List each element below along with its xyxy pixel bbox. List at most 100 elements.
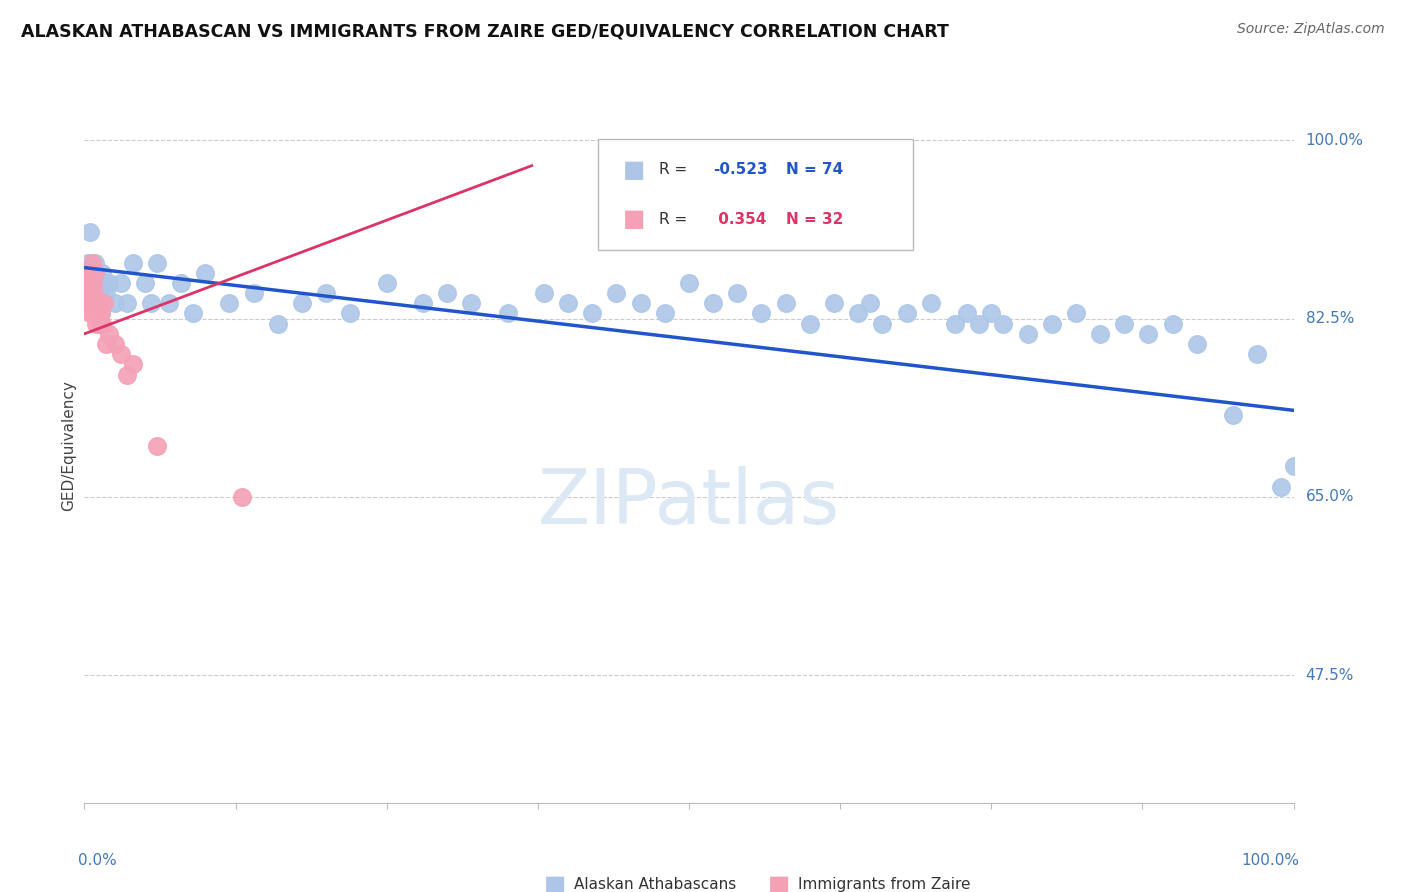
Point (1040, 317, 1063, 331)
Text: -0.523: -0.523 (713, 162, 768, 178)
Point (83, 286, 105, 301)
Point (859, 296, 882, 310)
Text: R =: R = (658, 211, 692, 227)
Point (1064, 306, 1087, 320)
Point (436, 286, 458, 301)
Point (139, 296, 162, 310)
Point (1017, 326, 1039, 341)
Point (630, 296, 652, 310)
Point (87, 296, 110, 310)
Point (121, 358, 143, 372)
Point (920, 296, 942, 310)
Point (86, 266, 108, 280)
Point (872, 317, 894, 331)
Point (80, 255, 103, 269)
Text: 0.0%: 0.0% (79, 853, 117, 868)
Text: ■: ■ (768, 873, 790, 892)
Point (291, 296, 314, 310)
Point (93, 276, 115, 290)
Point (218, 296, 240, 310)
Point (581, 306, 603, 320)
Point (83, 296, 105, 310)
Point (1246, 347, 1268, 361)
Point (82, 276, 104, 290)
Point (84, 255, 107, 269)
Text: N = 32: N = 32 (786, 211, 844, 227)
Point (980, 306, 1002, 320)
Text: 47.5%: 47.5% (1306, 668, 1354, 683)
Point (412, 296, 434, 310)
Point (91, 317, 114, 331)
Point (702, 296, 724, 310)
Point (375, 276, 398, 290)
Point (242, 286, 264, 301)
Point (846, 306, 869, 320)
Point (77, 266, 100, 280)
Point (557, 296, 579, 310)
Point (146, 255, 169, 269)
Point (533, 286, 555, 301)
Point (82, 306, 104, 320)
Text: N = 74: N = 74 (786, 162, 844, 178)
Point (79, 286, 101, 301)
Point (90, 306, 112, 320)
Text: 65.0%: 65.0% (1306, 490, 1354, 505)
Point (896, 306, 918, 320)
Point (110, 347, 132, 361)
Point (1270, 480, 1292, 494)
Point (104, 337, 127, 351)
Point (89, 286, 111, 301)
Point (1185, 337, 1208, 351)
Point (678, 276, 700, 290)
Point (496, 306, 519, 320)
Point (77, 286, 100, 301)
Text: ■: ■ (544, 873, 567, 892)
Text: 0.354: 0.354 (713, 211, 766, 227)
Text: ALASKAN ATHABASCAN VS IMMIGRANTS FROM ZAIRE GED/EQUIVALENCY CORRELATION CHART: ALASKAN ATHABASCAN VS IMMIGRANTS FROM ZA… (21, 22, 949, 40)
Text: Immigrants from Zaire: Immigrants from Zaire (797, 878, 970, 892)
Point (84, 306, 107, 320)
Point (87, 276, 110, 290)
Point (90, 306, 112, 320)
Point (77, 266, 100, 280)
Point (725, 286, 748, 301)
Point (170, 276, 193, 290)
Point (86, 296, 108, 310)
Point (654, 306, 676, 320)
Text: Source: ZipAtlas.com: Source: ZipAtlas.com (1237, 22, 1385, 37)
Point (460, 296, 482, 310)
Text: 100.0%: 100.0% (1306, 133, 1364, 148)
Point (77, 296, 100, 310)
Text: ■: ■ (623, 207, 645, 231)
Point (91, 266, 114, 280)
Point (943, 317, 966, 331)
Point (82, 276, 104, 290)
Point (121, 255, 143, 269)
Point (115, 296, 138, 310)
Point (97, 326, 120, 341)
Point (751, 306, 773, 320)
Point (83, 286, 105, 301)
Point (967, 317, 990, 331)
Point (80, 296, 103, 310)
Point (115, 368, 138, 382)
Point (1088, 326, 1111, 341)
Point (94, 286, 117, 301)
Point (76, 276, 98, 290)
Y-axis label: GED/Equivalency: GED/Equivalency (60, 381, 76, 511)
Point (1137, 326, 1160, 341)
Text: ZIPatlas: ZIPatlas (537, 467, 841, 540)
Point (94, 337, 117, 351)
Text: R =: R = (658, 162, 692, 178)
Point (84, 266, 107, 280)
Point (86, 306, 108, 320)
Point (605, 286, 627, 301)
Point (93, 296, 115, 310)
Point (75, 266, 97, 280)
Point (134, 276, 156, 290)
Point (315, 286, 337, 301)
Point (956, 306, 979, 320)
Point (80, 296, 103, 310)
Point (146, 439, 169, 453)
Point (194, 266, 217, 280)
